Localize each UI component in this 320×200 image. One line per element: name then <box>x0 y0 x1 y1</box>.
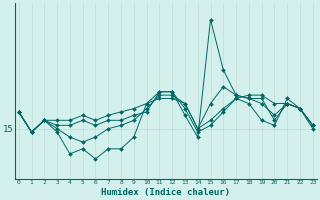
X-axis label: Humidex (Indice chaleur): Humidex (Indice chaleur) <box>101 188 230 197</box>
